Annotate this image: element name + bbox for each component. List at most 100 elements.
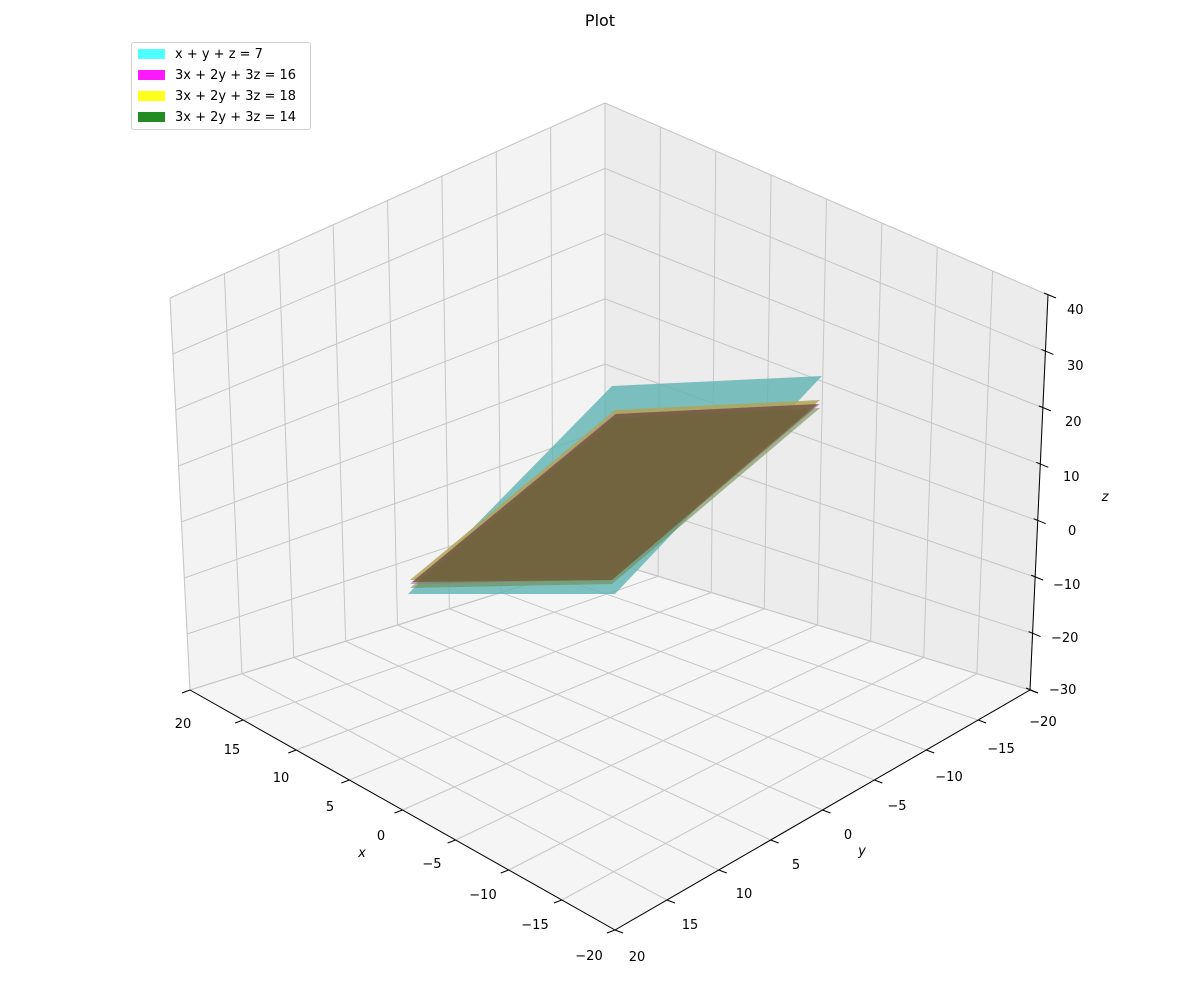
y-tick-label: −10 [935,770,962,785]
x-tick-mark [288,749,297,754]
x-tick-mark [341,779,350,784]
y-tick-label: 0 [844,828,852,843]
z-tick-label: 30 [1067,359,1084,374]
z-tick-mark [1033,518,1046,525]
chart-title: Plot [585,11,615,30]
floor-grid-line [561,673,978,901]
z-tick-label: 10 [1063,470,1080,485]
legend-label: 3x + 2y + 3z = 16 [175,67,297,83]
x-axis-label: x [357,846,366,861]
floor-grid-line [455,640,871,841]
right-pane-grid-line [817,198,827,626]
surface-layer [408,376,822,594]
right-pane-z-grid-line [604,167,1046,352]
x-tick-mark [234,719,244,724]
z-tick-label: 20 [1065,415,1082,430]
y-tick-mark [666,899,676,904]
z-tick-label: −10 [1053,578,1080,593]
x-tick-label: −15 [521,918,548,933]
y-tick-label: 20 [629,950,646,965]
x-tick-label: 5 [326,800,334,815]
y-tick-label: −20 [1029,715,1056,730]
y-tick-mark [874,779,883,784]
legend-entry: 3x + 2y + 3z = 18 [138,86,296,106]
z-tick-mark [1028,631,1041,638]
y-tick-mark [926,749,935,754]
y-tick-mark [770,839,779,844]
floor-grid-line [501,592,927,751]
y-tick-label: 15 [682,918,699,933]
y-tick-label: 10 [736,887,753,902]
legend-label: 3x + 2y + 3z = 18 [175,88,297,104]
left-pane-z-grid-line [169,102,606,299]
y-tick-mark [718,869,727,874]
left-pane-z-grid-line [172,167,606,355]
left-pane-z-grid-line [184,428,606,579]
x-tick-mark [500,869,509,874]
z-tick-mark [1030,574,1044,581]
floor-grid-line [552,575,979,721]
legend-entry: 3x + 2y + 3z = 14 [138,107,296,127]
left-pane-grid-line [441,176,450,609]
right-pane-z-grid-line [604,298,1041,465]
z-tick-label: −20 [1051,631,1078,646]
x-tick-mark [606,929,616,934]
y-tick-label: −5 [887,799,906,814]
legend-swatch [138,112,165,122]
left-pane-grid-line [223,273,243,674]
legend-entry: x + y + z = 7 [138,44,263,64]
legend-swatch [138,91,165,101]
z-tick-mark [1038,405,1052,412]
z-axis-ticks: 40 30 20 10 0 −10 −20 −30 [1049,303,1084,698]
z-tick-label: −30 [1049,683,1076,698]
x-tick-label: −5 [422,857,441,872]
x-tick-label: 10 [273,771,290,786]
left-pane-z-grid-line [181,363,606,523]
z-tick-mark [1036,461,1049,468]
y-axis-label: y [857,844,866,859]
x-tick-label: 20 [175,717,192,732]
x-axis-ticks: 20 15 10 5 0 −5 −10 −15 −20 [175,717,603,964]
left-pane-grid-line [332,224,347,642]
floor-grid-line [449,608,875,781]
z-tick-label: 0 [1068,524,1076,539]
z-tick-mark [1043,292,1057,299]
z-axis-line [1029,294,1049,691]
x-tick-mark [394,809,403,814]
right-pane-z-grid-line [604,233,1044,409]
y-tick-label: 5 [792,858,800,873]
y-tick-mark [977,719,987,724]
legend-entry: 3x + 2y + 3z = 16 [138,65,296,85]
floor-grid-line [397,624,823,811]
right-pane-z-grid-line [604,102,1049,296]
x-tick-mark [447,839,456,844]
right-pane-z-grid-line [604,559,1031,691]
left-pane-z-grid-line [178,298,606,467]
floor-grid-line [508,657,924,871]
right-pane-grid-line [710,150,717,593]
legend-label: 3x + 2y + 3z = 14 [175,109,297,125]
legend-swatch [138,70,165,80]
legend: x + y + z = 7 3x + 2y + 3z = 16 3x + 2y … [131,42,311,130]
x-tick-mark [181,689,191,694]
legend-swatch [138,49,165,59]
left-pane-grid-line [278,249,295,658]
left-pane-grid-line [387,200,398,626]
right-pane-grid-line [976,270,994,674]
plane-blend [412,404,818,582]
legend-label: x + y + z = 7 [175,46,263,62]
x-tick-label: 15 [224,743,241,758]
y-axis-ticks: −20 −15 −10 −5 0 5 10 15 20 [629,715,1057,965]
z-tick-label: 40 [1067,303,1084,318]
z-tick-mark [1041,348,1054,355]
right-pane-grid-line [923,246,938,658]
x-tick-mark [553,899,563,904]
right-pane-grid-line [870,222,883,642]
z-axis-label: z [1101,490,1110,505]
y-tick-label: −15 [987,742,1014,757]
left-pane-z-grid-line [175,233,606,411]
left-pane-grid-line [169,297,191,691]
z-tick-mark [1025,687,1039,694]
x-tick-label: −10 [469,888,496,903]
